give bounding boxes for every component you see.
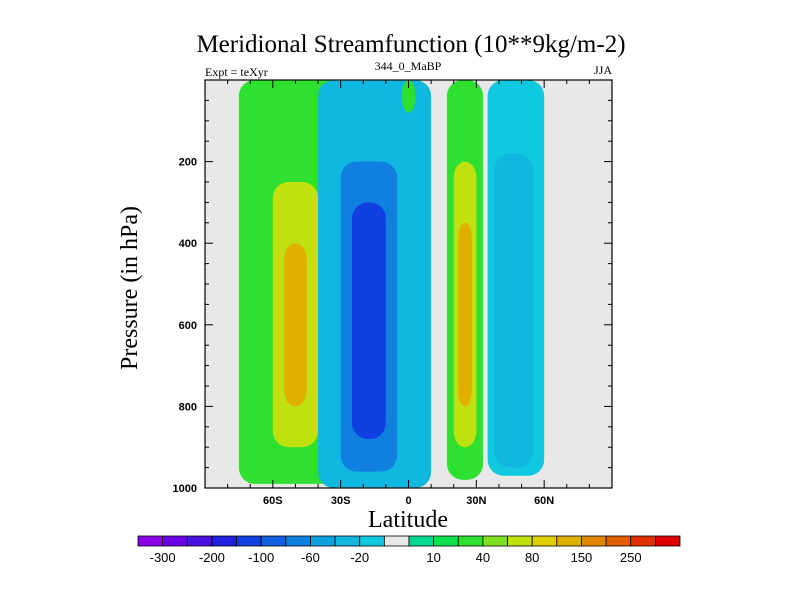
x-tick-label: 30S	[331, 495, 351, 507]
colorbar-box	[310, 535, 336, 547]
colorbar-label: -60	[301, 550, 320, 565]
y-tick-label: 600	[179, 320, 197, 332]
colorbar-label: 40	[476, 550, 490, 565]
axis-ticks: 60S 30S 0 30N 60N 200 400 600 800 1000	[173, 79, 612, 507]
colorbar-box	[630, 535, 656, 547]
colorbar-label: 150	[571, 550, 593, 565]
colorbar-box	[260, 535, 287, 547]
colorbar-label: 250	[620, 550, 642, 565]
y-tick-label: 1000	[173, 483, 197, 495]
colorbar-box	[359, 535, 385, 547]
contour-cell-nh-mid-core	[494, 153, 533, 468]
x-tick-label: 60S	[263, 495, 283, 507]
colorbar-label: -200	[199, 550, 225, 565]
colorbar-box	[137, 535, 164, 547]
x-axis-label: Latitude	[368, 507, 448, 533]
colorbar-box	[433, 535, 459, 547]
subtitle-right: JJA	[594, 63, 612, 77]
colorbar-box	[457, 535, 484, 547]
colorbar-label: 80	[525, 550, 539, 565]
y-tick-label: 400	[179, 238, 197, 250]
subtitle-left: Expt = teXyr	[205, 65, 268, 79]
colorbar-box	[186, 535, 213, 547]
colorbar-box	[531, 535, 558, 547]
colorbar-box	[285, 535, 311, 547]
colorbar: -300 -200 -100 -60 -20 10 40 80 150 250	[137, 535, 681, 565]
subtitle-center: 344_0_MaBP	[375, 59, 442, 73]
chart-title: Meridional Streamfunction (10**9kg/m-2)	[196, 31, 625, 58]
colorbar-label: -300	[150, 550, 176, 565]
colorbar-label: 10	[426, 550, 440, 565]
y-tick-label: 800	[179, 401, 197, 413]
y-axis-label: Pressure (in hPa)	[117, 206, 143, 370]
colorbar-box	[334, 535, 361, 547]
colorbar-box	[383, 535, 410, 547]
colorbar-box	[162, 535, 188, 547]
colorbar-label: -100	[248, 550, 274, 565]
contour-cell-hadley-south-max	[351, 202, 386, 440]
x-tick-label: 30N	[466, 495, 486, 507]
colorbar-box	[556, 535, 582, 547]
colorbar-box	[211, 535, 237, 547]
colorbar-box	[654, 535, 681, 547]
y-tick-label: 200	[179, 157, 197, 169]
plot-area: 60S 30S 0 30N 60N 200 400 600 800 1000	[173, 79, 613, 507]
contour-fill-group	[238, 80, 545, 488]
colorbar-box	[605, 535, 632, 547]
colorbar-label: -20	[350, 550, 369, 565]
colorbar-box	[236, 535, 262, 547]
x-tick-label: 0	[405, 495, 411, 507]
contour-cell-nh-subtropical-max	[458, 222, 472, 407]
colorbar-box	[507, 535, 533, 547]
contour-cell-equatorial-cell	[401, 80, 416, 113]
colorbar-box	[482, 535, 508, 547]
contour-cell-sh-outer-max	[284, 243, 307, 407]
colorbar-box	[408, 535, 435, 547]
x-tick-label: 60N	[534, 495, 554, 507]
colorbar-box	[581, 535, 607, 547]
